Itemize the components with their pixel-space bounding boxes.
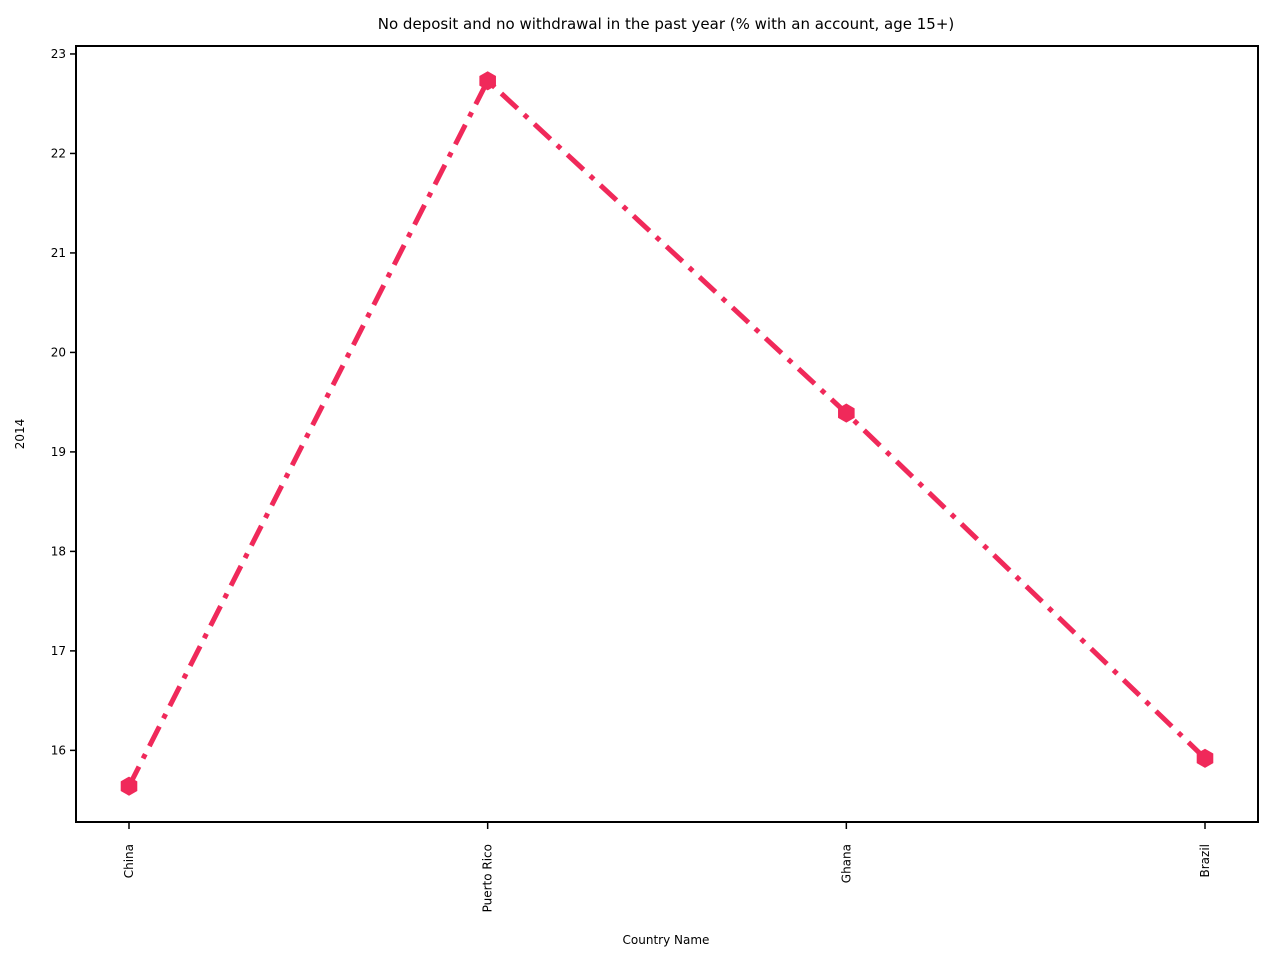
y-tick-label: 21	[51, 246, 66, 260]
x-tick-label: China	[122, 844, 136, 878]
data-point-marker	[120, 776, 138, 796]
data-point-marker	[1196, 748, 1214, 768]
y-tick-label: 18	[51, 544, 66, 558]
series-layer	[120, 71, 1214, 796]
y-axis-ticks: 16 17 18 19 20 21 22 23	[51, 47, 76, 757]
data-point-marker	[479, 71, 496, 91]
y-tick-label: 23	[51, 47, 66, 61]
y-tick-label: 19	[51, 445, 66, 459]
x-tick-label: Brazil	[1198, 844, 1212, 878]
series-line	[126, 78, 1207, 788]
plot-area-frame	[75, 45, 1259, 823]
chart-title: No deposit and no withdrawal in the past…	[378, 15, 954, 33]
y-tick-label: 16	[51, 743, 66, 757]
x-axis-label: Country Name	[623, 933, 710, 947]
y-tick-label: 20	[51, 345, 66, 359]
x-tick-label: Puerto Rico	[481, 844, 495, 912]
y-tick-label: 17	[51, 644, 66, 658]
y-axis-label: 2014	[13, 419, 27, 450]
data-point-marker	[838, 403, 855, 423]
y-tick-label: 22	[51, 146, 66, 160]
x-axis-ticks: China Puerto Rico Ghana Brazil	[122, 822, 1212, 912]
x-tick-label: Ghana	[839, 844, 853, 883]
